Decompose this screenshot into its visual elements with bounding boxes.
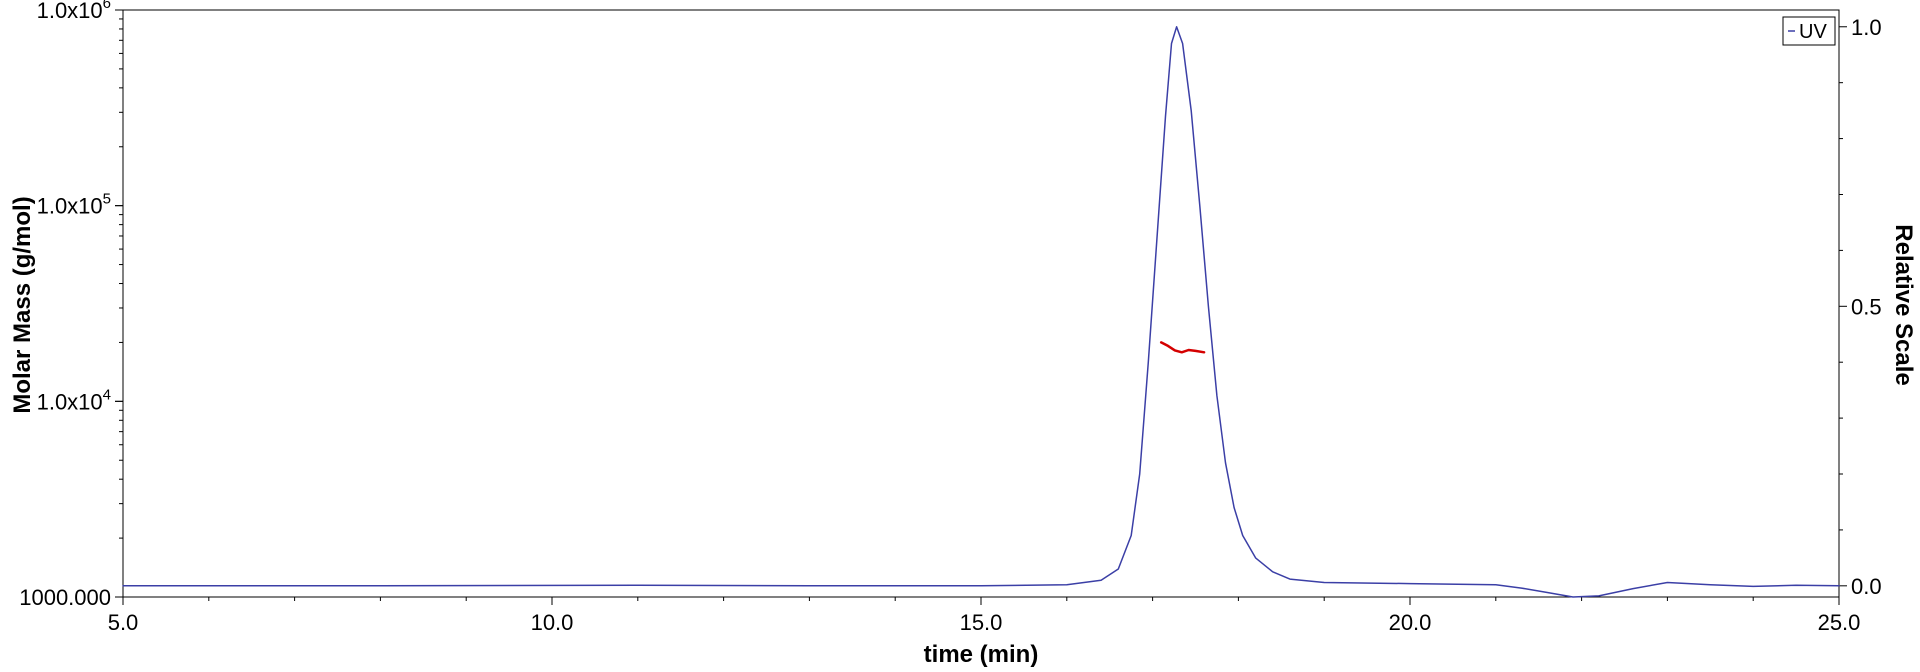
y-left-tick-exponent: 6 <box>103 0 111 12</box>
x-tick-label: 20.0 <box>1389 610 1432 635</box>
x-tick-label: 5.0 <box>108 610 139 635</box>
y-left-tick-label: 1.0x104 <box>37 386 111 414</box>
x-tick-label: 25.0 <box>1818 610 1861 635</box>
right-y-axis: 0.0 0.5 1.0 <box>1839 15 1882 599</box>
y-right-tick-label: 0.5 <box>1851 294 1882 319</box>
plot-area <box>122 9 1840 598</box>
y-right-tick-label: 0.0 <box>1851 574 1882 599</box>
x-tick-label: 15.0 <box>960 610 1003 635</box>
y-left-tick-exponent: 4 <box>103 386 111 403</box>
left-y-axis: 1000.000 1.0x104 1.0x105 1.0x106 <box>19 0 123 610</box>
series-layer <box>122 26 1840 598</box>
y-left-tick-label: 1.0x106 <box>37 0 111 23</box>
right-y-axis-title: Relative Scale <box>1890 224 1917 385</box>
legend: UV <box>1782 16 1836 46</box>
x-axis-title: time (min) <box>924 641 1039 668</box>
x-axis: 5.0 10.0 15.0 20.0 25.0 <box>108 597 1861 635</box>
molar-mass-series-line <box>1159 341 1206 354</box>
y-left-tick-label: 1.0x105 <box>37 191 111 219</box>
uv-series-line <box>122 26 1840 598</box>
y-left-tick-label: 1000.000 <box>19 585 111 610</box>
x-tick-label: 10.0 <box>531 610 574 635</box>
y-left-tick-exponent: 5 <box>103 191 111 208</box>
y-right-tick-label: 1.0 <box>1851 15 1882 40</box>
left-y-axis-title: Molar Mass (g/mol) <box>9 196 36 413</box>
legend-label-uv: UV <box>1799 21 1827 43</box>
